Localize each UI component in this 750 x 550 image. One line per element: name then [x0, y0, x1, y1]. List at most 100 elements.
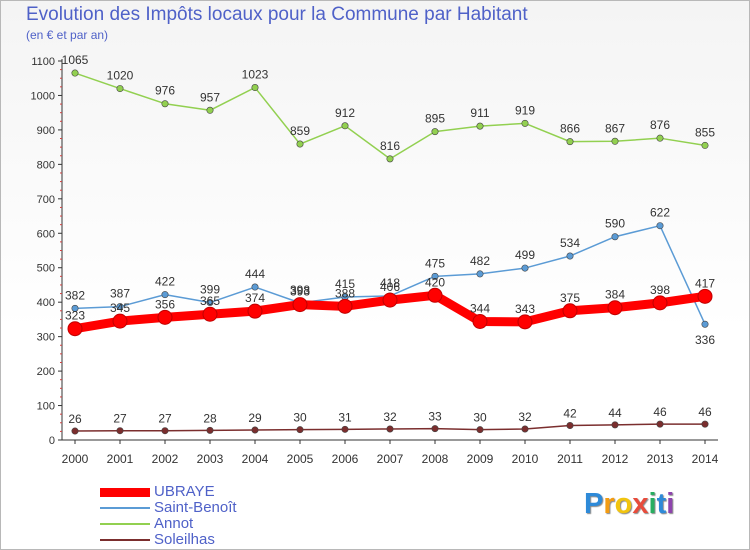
data-label: 387: [110, 287, 130, 301]
data-label: 344: [470, 301, 490, 315]
logo-letter: i: [666, 488, 675, 520]
data-point: [431, 425, 439, 433]
data-point: [476, 270, 484, 278]
data-point: [697, 288, 713, 304]
data-label: 46: [698, 405, 712, 419]
data-point: [202, 306, 218, 322]
data-label: 406: [380, 280, 400, 294]
data-label: 323: [65, 309, 85, 323]
data-label: 590: [605, 217, 625, 231]
data-point: [292, 297, 308, 313]
data-point: [116, 427, 124, 435]
chart-title: Evolution des Impôts locaux pour la Comm…: [26, 4, 528, 25]
data-point: [386, 425, 394, 433]
data-point: [521, 119, 529, 127]
logo-letter: r: [603, 488, 615, 520]
data-point: [562, 303, 578, 319]
data-label: 422: [155, 275, 175, 289]
data-label: 44: [608, 406, 622, 420]
data-point: [206, 106, 214, 114]
data-label: 499: [515, 248, 535, 262]
data-label: 957: [200, 90, 220, 104]
data-label: 336: [695, 333, 715, 347]
data-point: [206, 426, 214, 434]
data-label: 1065: [62, 53, 89, 67]
data-label: 27: [113, 412, 127, 426]
y-tick-label: 900: [37, 125, 55, 137]
data-label: 356: [155, 297, 175, 311]
data-label: 343: [515, 302, 535, 316]
data-label: 32: [518, 410, 532, 424]
data-label: 399: [200, 283, 220, 297]
data-point: [656, 222, 664, 230]
data-label: 976: [155, 84, 175, 98]
data-point: [206, 299, 214, 307]
legend-swatch-annot: [100, 523, 150, 525]
y-tick-label: 400: [37, 297, 55, 309]
data-point: [382, 292, 398, 308]
proxiti-logo: Proxiti: [584, 488, 674, 521]
x-tick-label: 2012: [602, 452, 629, 466]
data-point: [701, 320, 709, 328]
data-point: [427, 287, 443, 303]
data-label: 28: [203, 411, 217, 425]
data-label: 398: [290, 283, 310, 297]
data-point: [341, 122, 349, 130]
chart-subtitle: (en € et par an): [26, 28, 109, 42]
data-label: 895: [425, 112, 445, 126]
data-label: 30: [293, 411, 307, 425]
data-label: 388: [335, 286, 355, 300]
x-tick-label: 2002: [152, 452, 179, 466]
data-point: [296, 426, 304, 434]
y-tick-label: 700: [37, 194, 55, 206]
x-tick-label: 2003: [197, 452, 224, 466]
data-point: [251, 283, 259, 291]
y-tick-label: 100: [37, 401, 55, 413]
y-tick-label: 0: [49, 435, 55, 447]
data-label: 30: [473, 411, 487, 425]
legend-label-annot: Annot: [154, 515, 194, 532]
x-tick-label: 2006: [332, 452, 359, 466]
legend-label-soleilhas: Soleilhas: [154, 531, 215, 548]
data-label: 26: [68, 412, 82, 426]
data-point: [161, 427, 169, 435]
data-label: 29: [248, 411, 262, 425]
logo-letter: t: [656, 488, 667, 520]
data-point: [521, 264, 529, 272]
data-label: 398: [650, 283, 670, 297]
data-point: [611, 137, 619, 145]
data-label: 415: [335, 277, 355, 291]
data-point: [566, 252, 574, 260]
data-point: [157, 309, 173, 325]
data-point: [566, 422, 574, 430]
x-tick-label: 2008: [422, 452, 449, 466]
data-point: [566, 138, 574, 146]
data-point: [431, 128, 439, 136]
data-label: 374: [245, 291, 265, 305]
data-point: [701, 141, 709, 149]
data-label: 27: [158, 412, 172, 426]
legend-swatch-ubraye: [100, 488, 150, 497]
data-label: 1023: [242, 68, 269, 82]
data-point: [116, 85, 124, 93]
data-label: 866: [560, 122, 580, 136]
data-point: [296, 140, 304, 148]
y-tick-label: 800: [37, 159, 55, 171]
logo-letter: o: [614, 488, 633, 520]
y-tick-label: 1000: [31, 90, 55, 102]
x-tick-label: 2010: [512, 452, 539, 466]
data-label: 46: [653, 405, 667, 419]
data-label: 855: [695, 125, 715, 139]
data-label: 1020: [107, 69, 134, 83]
data-point: [607, 300, 623, 316]
data-label: 534: [560, 236, 580, 250]
x-tick-label: 2005: [287, 452, 314, 466]
data-label: 816: [380, 139, 400, 153]
data-point: [517, 314, 533, 330]
data-point: [71, 69, 79, 77]
data-label: 42: [563, 407, 577, 421]
data-point: [431, 272, 439, 280]
data-label: 444: [245, 267, 265, 281]
